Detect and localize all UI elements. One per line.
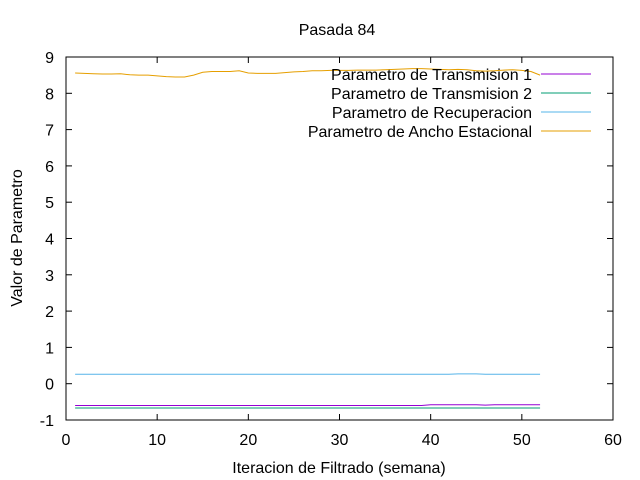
x-axis-title: Iteracion de Filtrado (semana) [232,460,445,477]
legend-label-3: Parametro de Recuperacion [332,105,532,122]
legend-label-1: Parametro de Transmision 1 [331,67,532,84]
y-tick-label: 0 [45,377,54,394]
y-tick-label: 4 [45,232,54,249]
y-tick-label: 8 [45,86,54,103]
plot-frame [65,56,614,421]
chart-title: Pasada 84 [299,22,376,39]
legend: Parametro de Transmision 1 Parametro de T… [308,67,591,141]
y-tick-label: 5 [45,195,54,212]
y-tick-label: 7 [45,123,54,140]
x-tick-label: 30 [331,432,349,449]
tick-group: 0 10 20 30 40 50 60 -1 0 1 2 3 4 5 6 7 8 9 [40,50,622,449]
legend-label-4: Parametro de Ancho Estacional [308,124,532,141]
y-tick-label: 9 [45,50,54,67]
x-tick-label: 20 [239,432,257,449]
x-tick-label: 10 [148,432,166,449]
series-line-4 [75,68,541,78]
x-tick-label: 50 [513,432,531,449]
y-tick-label: -1 [40,413,54,430]
x-tick-label: 0 [62,432,71,449]
x-tick-label: 40 [422,432,440,449]
series-lines [75,68,541,409]
y-tick-label: 6 [45,159,54,176]
y-tick-label: 3 [45,268,54,285]
x-tick-label: 60 [604,432,622,449]
legend-label-2: Parametro de Transmision 2 [331,86,532,103]
y-axis-title: Valor de Parametro [9,169,26,307]
y-tick-label: 2 [45,304,54,321]
series-line-1 [75,404,541,406]
y-tick-label: 1 [45,340,54,357]
